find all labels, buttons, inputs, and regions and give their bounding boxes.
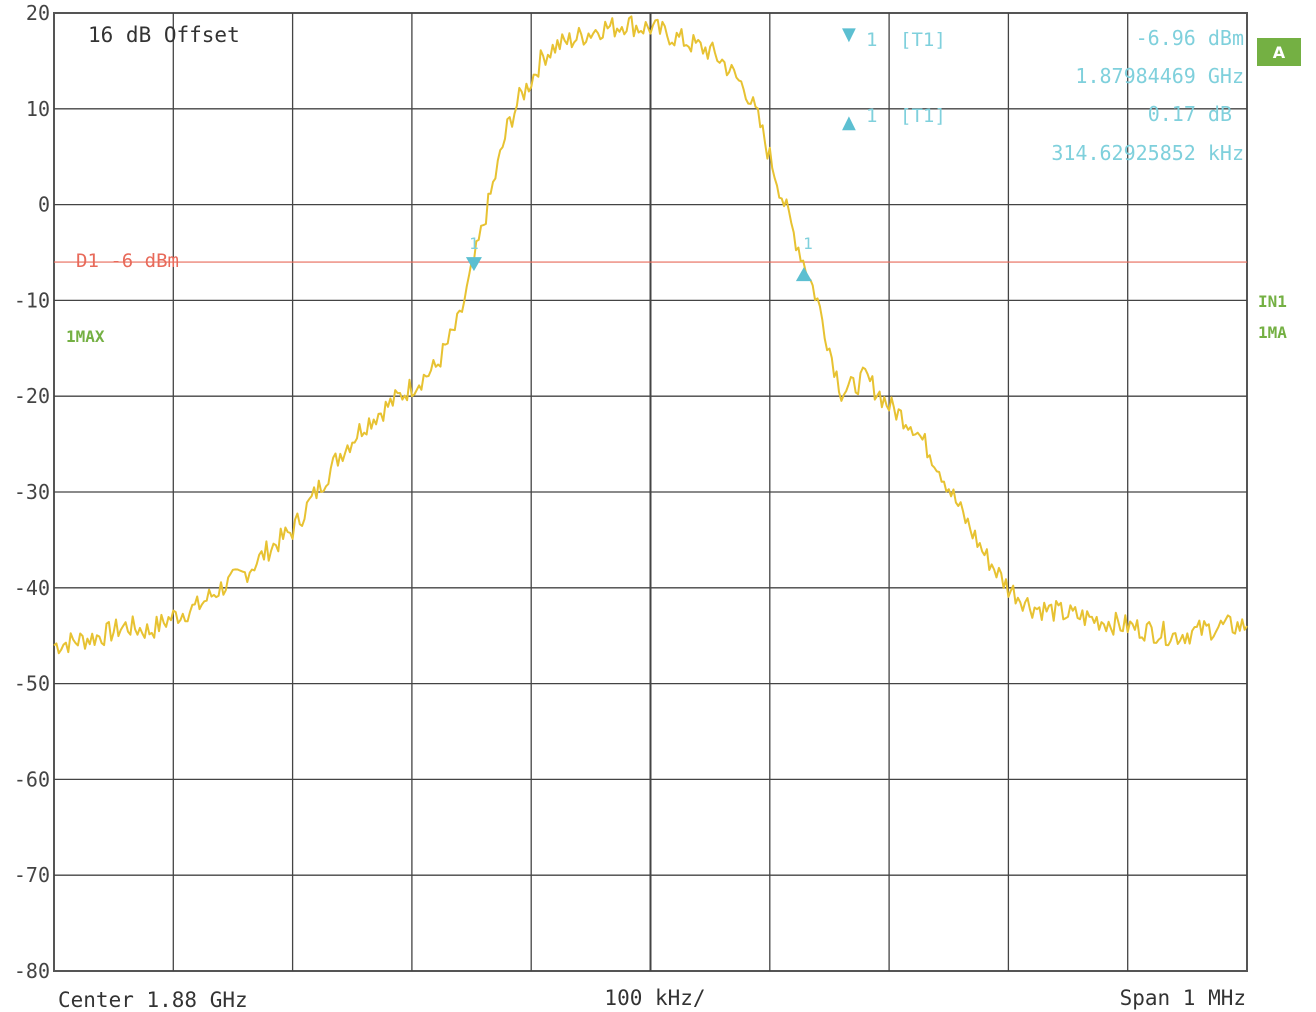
y-tick-label: -20 [14,384,50,408]
marker1-tag: [T1] [900,29,946,51]
y-tick-labels: 20 10 0 -10 -20 -30 -40 -50 -60 -70 -80 [14,1,50,983]
y-tick-label: -10 [14,288,50,312]
y-tick-label: 10 [26,97,50,121]
trace-badge-box [1257,38,1301,66]
y-tick-label: -80 [14,959,50,983]
delta-marker-frequency: 314.62925852 kHz [1051,141,1244,165]
per-division-label: 100 kHz/ [604,986,705,1010]
y-tick-label: -30 [14,480,50,504]
trace-1max [53,15,1248,655]
trace-label: 1MAX [66,327,105,346]
y-tick-label: -50 [14,672,50,696]
marker-1-triangle [465,257,482,272]
y-tick-label: -70 [14,863,50,887]
y-tick-label: -60 [14,767,50,791]
delta-marker-triangle [795,267,812,282]
mode-label: 1MA [1258,323,1287,342]
display-line-label: D1 -6 dBm [76,250,179,272]
span-label: Span 1 MHz [1120,986,1246,1010]
y-tick-label: 0 [38,193,50,217]
marker1-symbol: ▼ [842,24,856,45]
marker1-level: -6.96 dBm [1136,26,1244,50]
trace-badge: A [1273,43,1286,62]
center-frequency-label: Center 1.88 GHz [58,988,248,1012]
delta-marker-trace-label: 1 [803,234,813,253]
delta-marker-number: 1 [866,105,877,127]
input-label: IN1 [1258,292,1287,311]
offset-label: 16 dB Offset [88,23,240,47]
delta-marker-level: 0.17 dB [1148,102,1232,126]
y-tick-label: -40 [14,576,50,600]
marker-1-trace-label: 1 [469,234,479,253]
grid [54,13,1247,971]
marker1-number: 1 [866,29,877,51]
delta-marker-symbol: ▲ [842,112,856,133]
marker1-frequency: 1.87984469 GHz [1075,64,1244,88]
y-tick-label: 20 [26,1,50,25]
delta-marker-tag: [T1] [900,105,946,127]
